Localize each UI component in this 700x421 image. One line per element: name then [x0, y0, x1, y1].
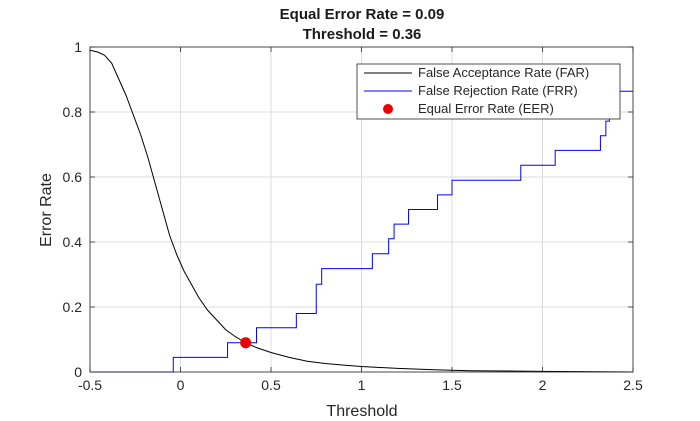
x-tick-label: -0.5 — [78, 377, 102, 393]
legend-eer-swatch — [383, 104, 393, 114]
eer-point — [240, 337, 252, 349]
chart-title-line-1: Equal Error Rate = 0.09 — [280, 6, 445, 23]
x-tick-label: 2 — [539, 377, 547, 393]
y-tick-label: 0.8 — [63, 104, 83, 120]
y-tick-label: 0.4 — [63, 234, 83, 250]
legend-eer-label: Equal Error Rate (EER) — [418, 101, 554, 116]
legend: False Acceptance Rate (FAR) False Reject… — [356, 63, 621, 120]
far-curve — [89, 49, 634, 373]
ticks: -0.5 0 0.5 1 1.5 2 2.500.20.40.60.81 — [63, 39, 643, 393]
x-tick-label: 0 — [177, 377, 185, 393]
legend-far-label: False Acceptance Rate (FAR) — [418, 65, 589, 80]
x-tick-label: 0.5 — [261, 377, 281, 393]
x-axis-label: Threshold — [326, 403, 397, 420]
x-tick-label: 1 — [358, 377, 366, 393]
y-axis-label: Error Rate — [38, 173, 55, 247]
series-group — [89, 49, 634, 373]
x-tick-label: 2.5 — [623, 377, 643, 393]
y-tick-label: 0.2 — [63, 299, 83, 315]
frr-curve — [90, 90, 633, 373]
legend-frr-label: False Rejection Rate (FRR) — [418, 83, 578, 98]
x-tick-label: 1.5 — [442, 377, 462, 393]
chart-title-line-2: Threshold = 0.36 — [303, 26, 422, 43]
y-tick-label: 0 — [74, 364, 82, 380]
y-tick-label: 0.6 — [63, 169, 83, 185]
y-tick-label: 1 — [74, 39, 82, 55]
